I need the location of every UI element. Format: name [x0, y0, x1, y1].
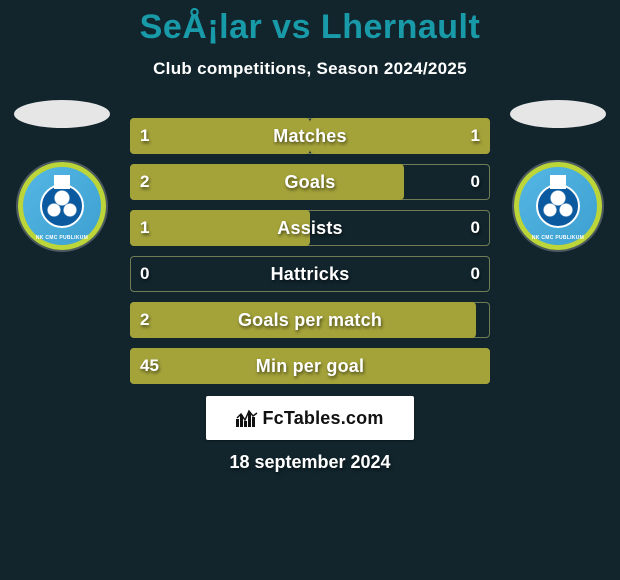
footer-date: 18 september 2024 — [0, 452, 620, 473]
castle-icon — [550, 175, 566, 189]
stat-value-right: 1 — [471, 118, 480, 154]
stat-row: Goals per match2 — [130, 302, 490, 338]
stats-bars: Matches11Goals20Assists10Hattricks00Goal… — [130, 118, 490, 394]
page-subtitle: Club competitions, Season 2024/2025 — [0, 59, 620, 79]
stat-row: Hattricks0 0 — [130, 256, 490, 292]
stat-value-left: 1 — [140, 210, 149, 246]
ball-icon — [536, 184, 580, 228]
player-left-club-badge: NK CMC PUBLIKUM — [18, 162, 106, 250]
player-right-block: NK CMC PUBLIKUM — [508, 100, 608, 250]
player-left-club-code: NK CMC PUBLIKUM — [36, 235, 88, 241]
player-right-club-code: NK CMC PUBLIKUM — [532, 235, 584, 241]
stat-value-left: 0 — [140, 256, 149, 292]
brand-box: FcTables.com — [206, 396, 414, 440]
stat-row: Assists1 0 — [130, 210, 490, 246]
stat-label: Assists — [130, 210, 490, 246]
brand-chart-icon — [236, 409, 258, 427]
castle-icon — [54, 175, 70, 189]
stat-value-left: 2 — [140, 302, 149, 338]
stat-label: Matches — [130, 118, 490, 154]
stat-label: Hattricks — [130, 256, 490, 292]
player-right-club-badge: NK CMC PUBLIKUM — [514, 162, 602, 250]
stat-label: Goals — [130, 164, 490, 200]
stat-value-right: 0 — [471, 256, 480, 292]
stat-value-left: 1 — [140, 118, 149, 154]
brand-text: FcTables.com — [262, 408, 383, 429]
stat-value-left: 45 — [140, 348, 159, 384]
player-left-avatar-placeholder — [14, 100, 110, 128]
page-title: SeÅ¡lar vs Lhernault — [0, 0, 620, 47]
ball-icon — [40, 184, 84, 228]
stat-value-left: 2 — [140, 164, 149, 200]
stat-row: Min per goal45 — [130, 348, 490, 384]
stat-value-right: 0 — [471, 164, 480, 200]
stat-value-right: 0 — [471, 210, 480, 246]
player-left-block: NK CMC PUBLIKUM — [12, 100, 112, 250]
stat-label: Goals per match — [130, 302, 490, 338]
stat-label: Min per goal — [130, 348, 490, 384]
player-right-avatar-placeholder — [510, 100, 606, 128]
stat-row: Goals2 0 — [130, 164, 490, 200]
stat-row: Matches1 1 — [130, 118, 490, 154]
